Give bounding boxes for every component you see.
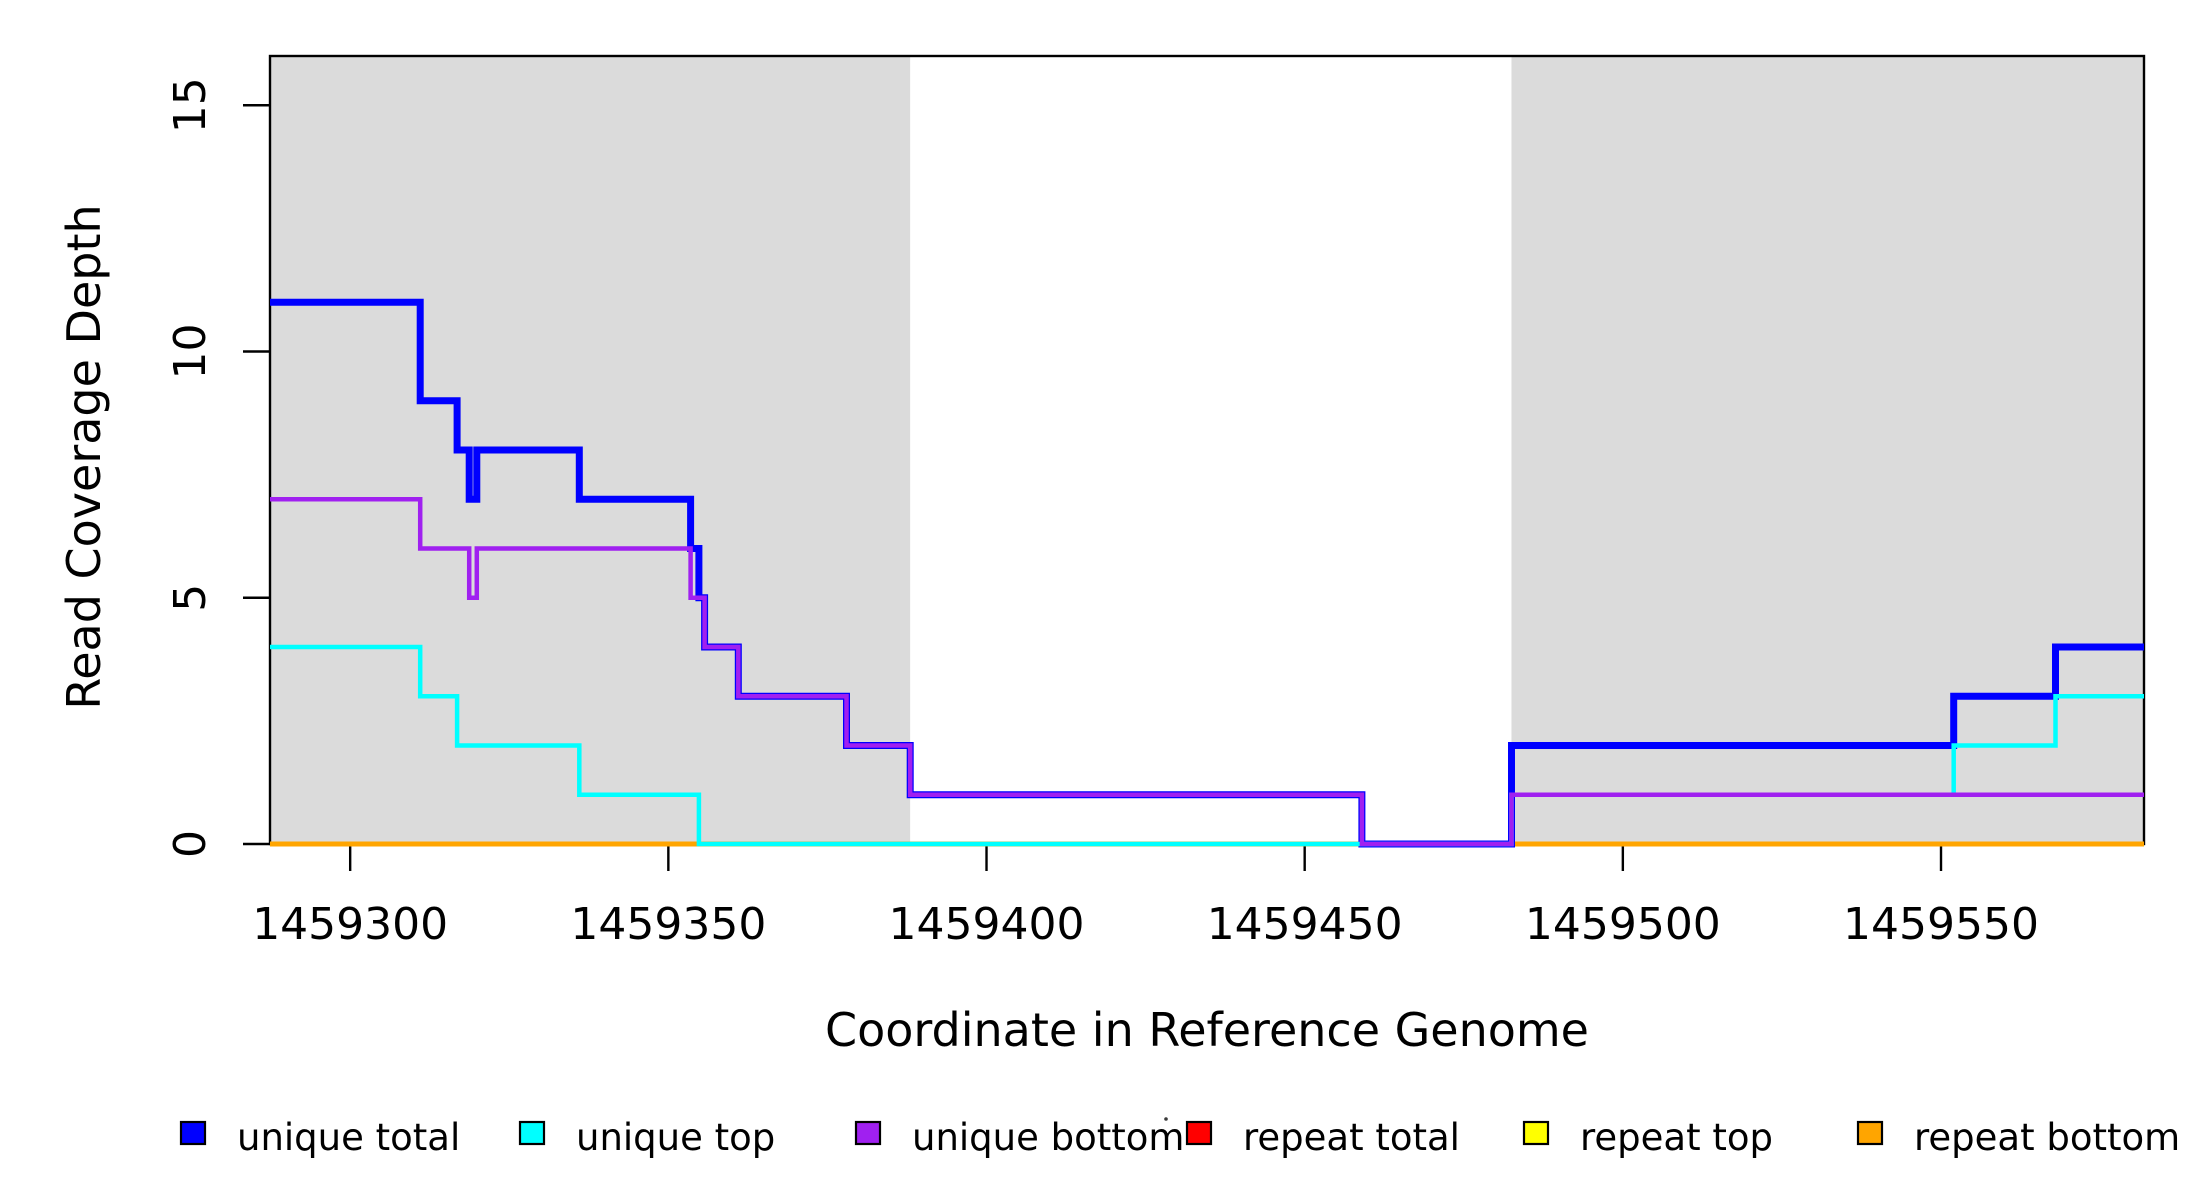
y-tick-label: 0: [165, 830, 216, 858]
y-axis-title: Read Coverage Depth: [57, 204, 111, 709]
coverage-step-lines: [270, 298, 2144, 848]
legend-swatch: [518, 1120, 546, 1146]
legend-label: repeat total: [1243, 1116, 1460, 1159]
legend-item-repeat-total: repeat total: [1185, 1116, 1460, 1159]
x-tick-label: 1459350: [570, 899, 766, 950]
legend-item-repeat-top: repeat top: [1522, 1116, 1773, 1159]
legend-label: repeat top: [1580, 1116, 1773, 1159]
legend: unique total unique top unique bottom repea…: [179, 1116, 2180, 1159]
y-tick-label: 15: [165, 77, 216, 133]
series-unique-bottom: [270, 497, 2144, 847]
legend-item-repeat-bottom: repeat bottom: [1856, 1116, 2180, 1159]
x-axis-title: Coordinate in Reference Genome: [825, 1003, 1589, 1057]
shaded-regions: [270, 56, 2144, 844]
series-unique-top: [270, 644, 2144, 847]
y-tick-label: 5: [165, 584, 216, 612]
x-tick-label: 1459400: [889, 899, 1085, 950]
legend-swatch: [1185, 1120, 1213, 1146]
legend-item-unique-top: unique top: [518, 1116, 775, 1159]
x-tick-label: 1459450: [1207, 899, 1403, 950]
x-tick-label: 1459300: [252, 899, 448, 950]
shaded-region: [270, 56, 911, 844]
axis-ticks: [243, 104, 1943, 871]
legend-swatch: [1856, 1120, 1884, 1146]
legend-swatch: [854, 1120, 882, 1146]
y-tick-label: 10: [165, 324, 216, 380]
legend-swatch: [179, 1120, 207, 1146]
legend-label: unique bottom: [912, 1116, 1184, 1159]
x-tick-label: 1459500: [1525, 899, 1721, 950]
stray-mark-dot: [1164, 1117, 1168, 1121]
legend-label: unique total: [237, 1116, 460, 1159]
legend-swatch: [1522, 1120, 1550, 1146]
legend-item-unique-bottom: unique bottom: [854, 1116, 1184, 1159]
axis-tick-labels: 1459300 1459350 1459400 1459450 1459500 14595…: [165, 77, 2039, 950]
legend-label: repeat bottom: [1914, 1116, 2180, 1159]
shaded-region: [1511, 56, 2144, 844]
legend-item-unique-total: unique total: [179, 1116, 460, 1159]
legend-label: unique top: [576, 1116, 775, 1159]
x-tick-label: 1459550: [1843, 899, 2039, 950]
